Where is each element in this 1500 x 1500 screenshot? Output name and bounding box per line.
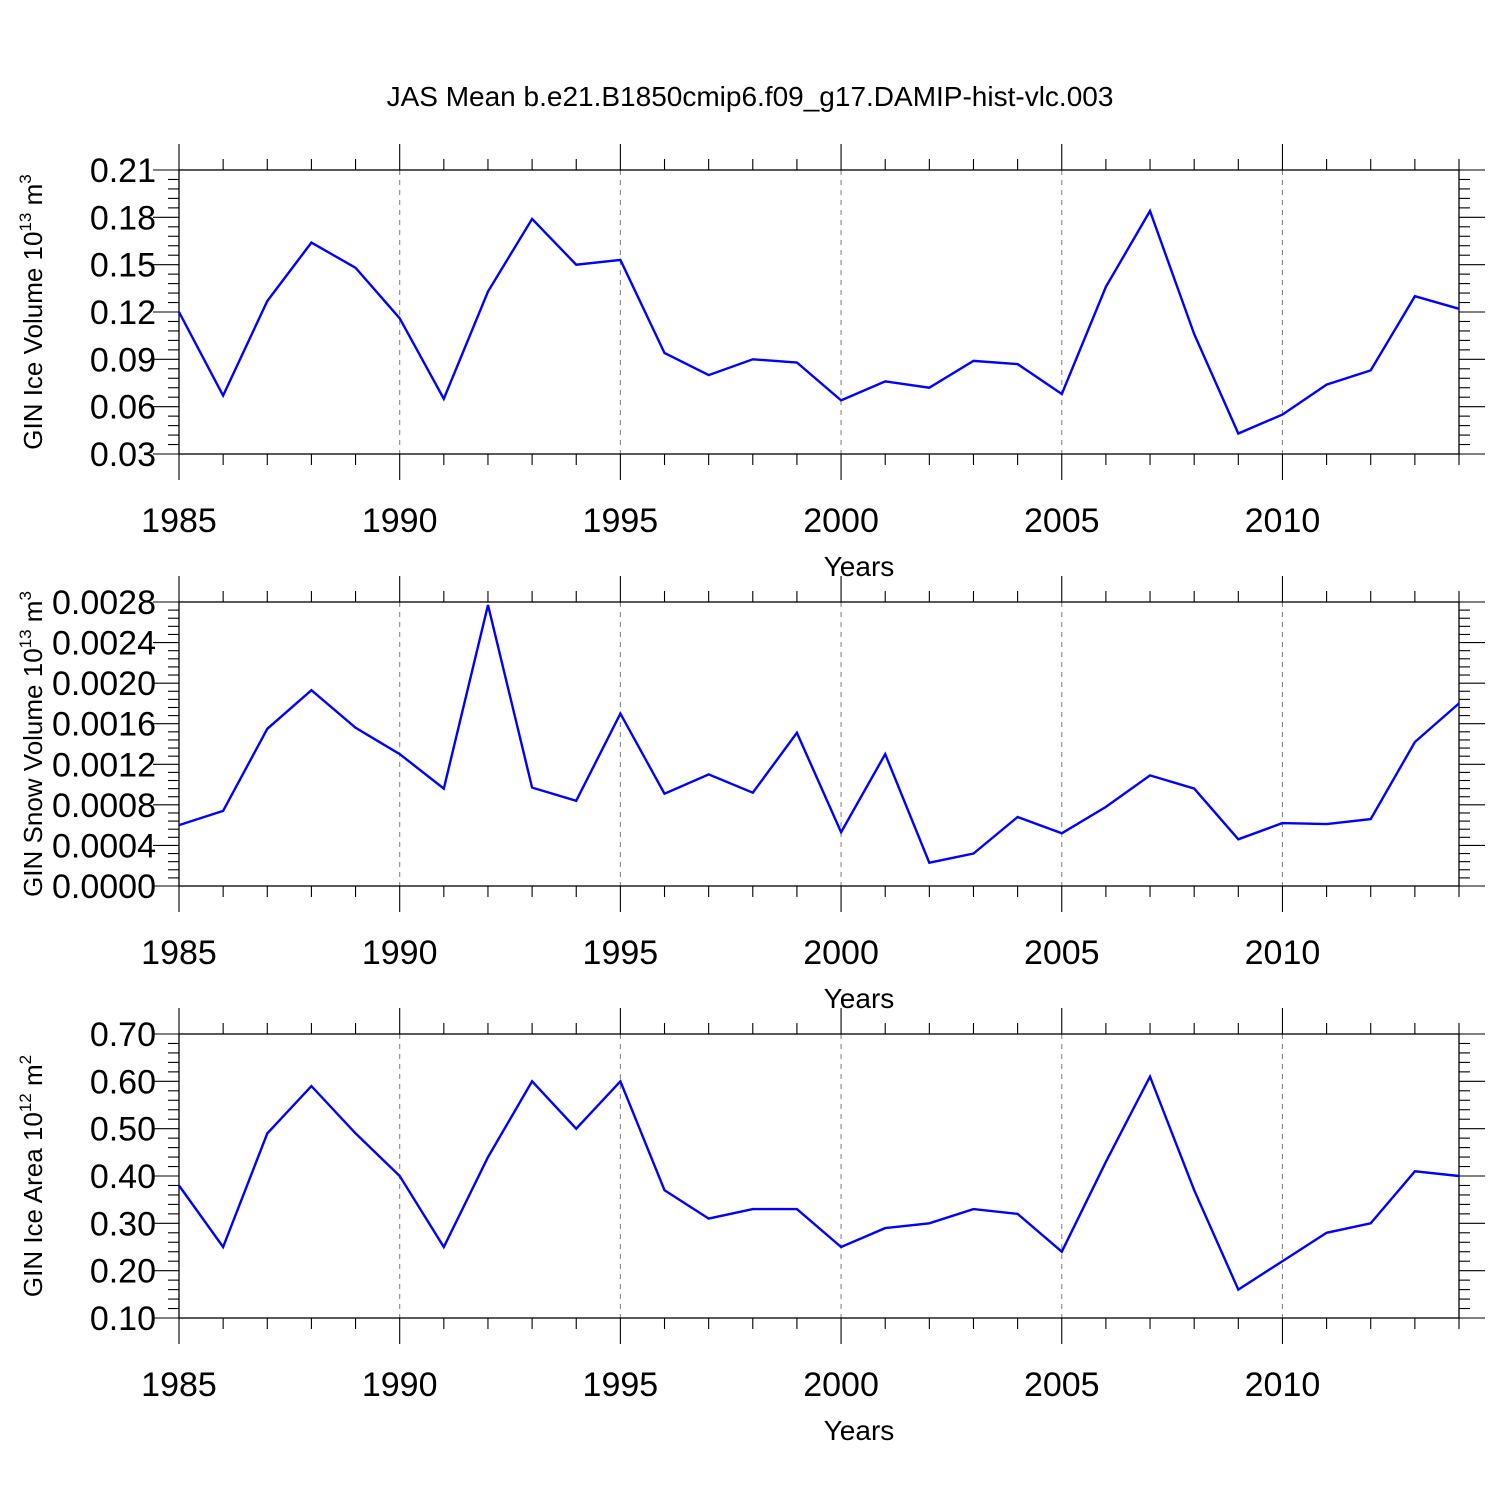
x-tick-label: 2000 — [803, 502, 879, 540]
panel-2: 1985 1990 1995 2000 2005 20100.00000.00040.00… — [16, 576, 1485, 1014]
y-axis-label: GIN Snow Volume 1013 m3 — [16, 591, 48, 897]
x-axis-label: Years — [824, 551, 895, 582]
x-tick-label: 2005 — [1024, 502, 1100, 540]
series-line — [177, 208, 1460, 436]
x-tick-label: 1985 — [141, 934, 217, 972]
y-tick-label: 0.21 — [90, 152, 156, 190]
panels: 1985 1990 1995 2000 2005 2010 0.03 0.06 0.09 0.12… — [16, 144, 1485, 1446]
panel-3: 1985 1990 1995 2000 2005 2010 0.10 0.20 0.30 0.40… — [16, 1008, 1485, 1446]
y-tick-label: 0.50 — [90, 1111, 156, 1149]
y-tick-label: 0.0004 — [52, 827, 156, 865]
x-tick-label: 2010 — [1245, 934, 1321, 972]
x-tick-label: 1985 — [141, 1366, 217, 1404]
y-axis-label-text: GIN Snow Volume 10 — [18, 648, 48, 897]
y-axis-label-unit: m — [18, 601, 48, 630]
series-line — [178, 604, 1460, 865]
y-tick-label: 0.12 — [90, 294, 156, 332]
x-axis-label: Years — [824, 1415, 895, 1446]
plot-frame — [178, 1033, 1460, 1319]
y-tick-label: 0.40 — [90, 1158, 156, 1196]
y-tick-label: 0.0024 — [52, 625, 156, 663]
y-tick-label: 0.0008 — [52, 787, 156, 825]
y-axis-label: GIN Ice Volume 1013 m3 — [16, 174, 48, 450]
y-axis-label-unit-exponent: 2 — [16, 1055, 35, 1064]
y-axis-label-exponent: 12 — [16, 1093, 35, 1112]
y-tick-label: 0.0000 — [52, 868, 156, 906]
y-tick-label: 0.03 — [90, 436, 156, 474]
x-tick-label: 1990 — [362, 934, 438, 972]
x-tick-label: 2010 — [1245, 502, 1321, 540]
y-axis-label-text: GIN Ice Area 10 — [18, 1112, 48, 1297]
panel-1: 1985 1990 1995 2000 2005 2010 0.03 0.06 0.09 0.12… — [16, 144, 1485, 582]
y-tick-label: 0.0012 — [52, 746, 156, 784]
y-tick-label: 0.60 — [90, 1063, 156, 1101]
x-tick-label: 2005 — [1024, 1366, 1100, 1404]
x-tick-label: 2010 — [1245, 1366, 1321, 1404]
y-tick-label: 0.30 — [90, 1205, 156, 1243]
y-axis-label-unit-exponent: 3 — [16, 591, 35, 600]
y-axis-label: GIN Ice Area 1012 m2 — [16, 1055, 48, 1297]
y-axis-label-exponent: 13 — [16, 629, 35, 648]
x-tick-label: 1990 — [362, 1366, 438, 1404]
series-line — [178, 1073, 1460, 1292]
y-axis-label-unit: m — [18, 1064, 48, 1093]
y-tick-label: 0.10 — [90, 1300, 156, 1338]
x-tick-label: 2000 — [803, 934, 879, 972]
y-axis-label-exponent: 13 — [16, 213, 35, 232]
x-axis-label: Years — [824, 983, 895, 1014]
y-tick-label: 0.0016 — [52, 706, 156, 744]
x-tick-label: 1990 — [362, 502, 438, 540]
y-tick-label: 0.09 — [90, 341, 156, 379]
y-tick-label: 0.06 — [90, 389, 156, 427]
y-axis-label-unit: m — [18, 184, 48, 213]
x-tick-label: 2000 — [803, 1366, 879, 1404]
y-axis-label-text: GIN Ice Volume 10 — [18, 232, 48, 450]
y-tick-label: 0.0028 — [52, 584, 156, 622]
y-tick-label: 0.15 — [90, 247, 156, 285]
x-tick-label: 1995 — [583, 502, 659, 540]
y-tick-label: 0.70 — [90, 1016, 156, 1054]
y-tick-label: 0.20 — [90, 1253, 156, 1291]
x-tick-label: 1995 — [583, 934, 659, 972]
y-axis-label-unit-exponent: 3 — [16, 174, 35, 183]
y-tick-label: 0.0020 — [52, 665, 156, 703]
plot-frame — [178, 601, 1460, 887]
plot-frame — [178, 169, 1460, 455]
x-tick-label: 1995 — [583, 1366, 659, 1404]
x-tick-label: 1985 — [141, 502, 217, 540]
y-tick-label: 0.18 — [90, 199, 156, 237]
figure-title: JAS Mean b.e21.B1850cmip6.f09_g17.DAMIP-… — [387, 81, 1114, 112]
x-tick-label: 2005 — [1024, 934, 1100, 972]
